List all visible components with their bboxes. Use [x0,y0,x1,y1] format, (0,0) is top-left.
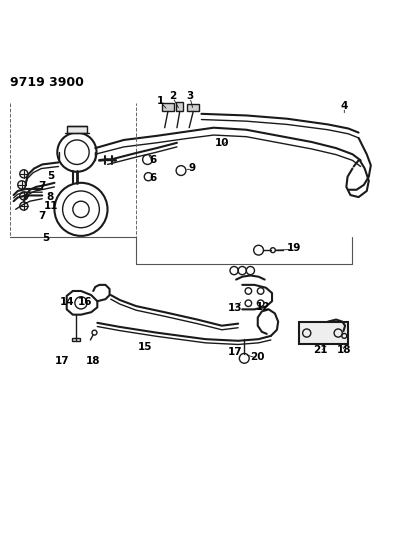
Text: 16: 16 [78,297,92,308]
Text: 17: 17 [228,347,242,357]
Text: 9: 9 [189,163,196,173]
Bar [187,104,199,111]
Circle shape [20,202,28,210]
Bar [162,103,174,111]
Text: 18: 18 [86,356,100,366]
Text: 5: 5 [42,233,49,243]
Text: 7: 7 [39,181,46,191]
Circle shape [18,181,26,189]
Text: 6: 6 [150,155,157,165]
Text: 14: 14 [60,297,74,308]
Text: 8: 8 [47,192,54,202]
Text: 13: 13 [228,303,242,313]
Text: 1: 1 [157,96,164,106]
Text: 7: 7 [39,211,46,221]
Text: 20: 20 [250,352,265,362]
Bar [67,126,87,133]
Bar [176,102,183,111]
Text: 17: 17 [55,356,69,366]
Circle shape [20,192,28,200]
Text: 3: 3 [186,91,194,101]
Text: 19: 19 [287,243,302,253]
Text: 18: 18 [337,345,351,355]
Text: 9719 3900: 9719 3900 [9,76,83,89]
Text: 11: 11 [44,201,58,211]
Text: 10: 10 [215,138,229,148]
Text: 2: 2 [169,91,176,101]
Text: 5: 5 [48,171,55,181]
Circle shape [20,169,28,178]
Bar [299,321,349,344]
Text: 12: 12 [255,302,270,312]
Text: 15: 15 [138,342,152,352]
Text: 6: 6 [150,173,157,182]
Text: 21: 21 [313,345,328,355]
Text: 4: 4 [341,101,348,111]
Bar [72,337,80,341]
